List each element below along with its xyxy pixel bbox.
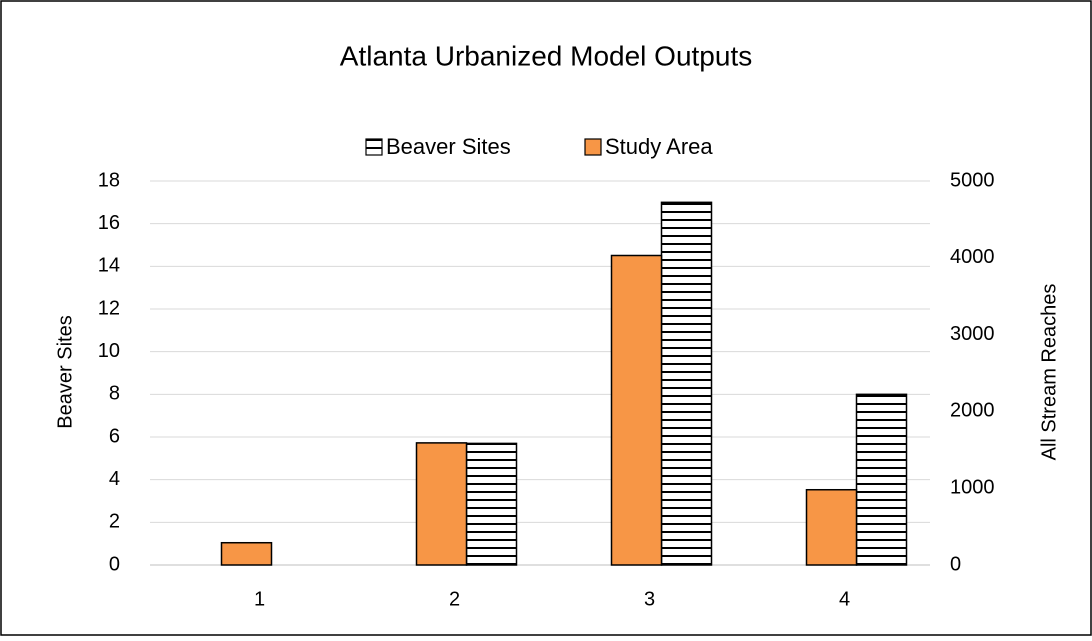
y2-tick-label: 0 (950, 553, 961, 575)
y-tick-label: 12 (98, 297, 120, 319)
legend-swatch (365, 138, 383, 156)
y2-tick-label: 4000 (950, 246, 995, 268)
y2-tick-label: 3000 (950, 323, 995, 345)
y-tick-label: 14 (98, 255, 120, 277)
y-tick-label: 6 (109, 425, 120, 447)
bar (415, 442, 468, 566)
x-tick-label: 2 (449, 588, 460, 610)
y-tick-label: 18 (98, 169, 120, 191)
bar (805, 488, 858, 566)
y2-tick-label: 1000 (950, 476, 995, 498)
y2-tick-label: 2000 (950, 400, 995, 422)
y-axis-title: Beaver Sites (54, 315, 76, 428)
y-tick-label: 10 (98, 340, 120, 362)
x-tick-label: 3 (644, 588, 655, 610)
bar (660, 201, 713, 566)
y-tick-label: 8 (109, 383, 120, 405)
bar (220, 541, 273, 566)
bar (465, 442, 518, 566)
y-tick-label: 16 (98, 212, 120, 234)
legend-swatch (584, 138, 602, 156)
y-tick-label: 0 (109, 553, 120, 575)
y-tick-label: 4 (109, 468, 120, 490)
y2-axis-title: All Stream Reaches (1038, 284, 1060, 461)
bar (855, 393, 908, 566)
y-tick-label: 2 (109, 511, 120, 533)
legend-label: Beaver Sites (386, 134, 511, 159)
chart-title: Atlanta Urbanized Model Outputs (340, 40, 752, 71)
x-tick-label: 4 (839, 588, 850, 610)
legend-label: Study Area (605, 134, 713, 159)
bar (610, 254, 663, 566)
x-tick-label: 1 (254, 588, 265, 610)
y2-tick-label: 5000 (950, 169, 995, 191)
